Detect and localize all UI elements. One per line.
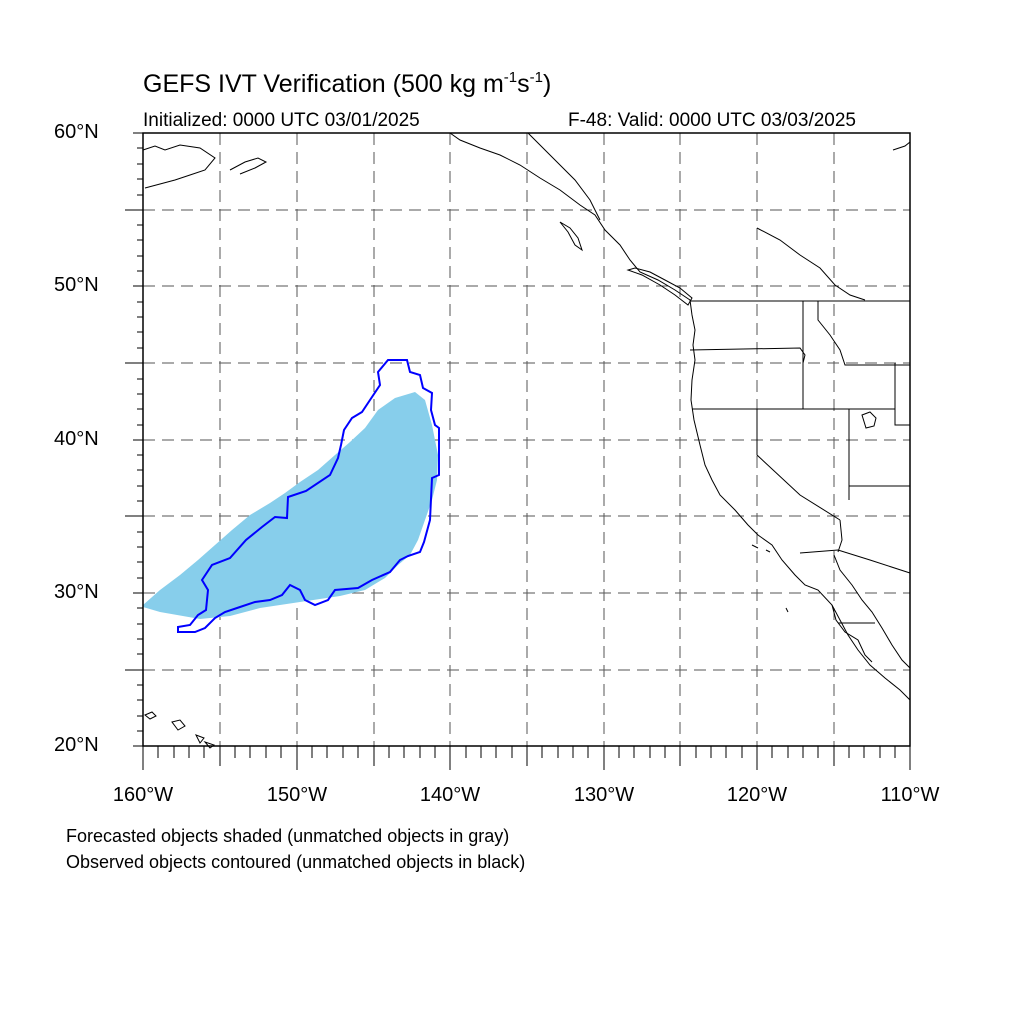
- lon-label-150w: 150°W: [266, 784, 328, 806]
- observed-objects-note: Observed objects contoured (unmatched ob…: [66, 852, 526, 872]
- channel-islands: [751, 544, 789, 613]
- lat-label-60n: 60°N: [54, 121, 99, 143]
- initialized-time: Initialized: 0000 UTC 03/01/2025: [143, 110, 420, 131]
- lat-label-40n: 40°N: [54, 428, 99, 450]
- california-nevada-border: [756, 409, 841, 521]
- arctic-coast-right: [892, 141, 911, 151]
- valid-time: F-48: Valid: 0000 UTC 03/03/2025: [568, 110, 856, 131]
- lat-label-50n: 50°N: [54, 274, 99, 296]
- hawaii-islands: [144, 711, 216, 749]
- wyoming-east-box: [894, 363, 910, 426]
- observed-object-contour: [177, 359, 440, 633]
- map-title: GEFS IVT Verification (500 kg m-1s-1): [143, 69, 552, 98]
- vancouver-island: [626, 267, 693, 306]
- map-grid: [143, 133, 910, 746]
- lon-label-120w: 120°W: [726, 784, 788, 806]
- alaska-peninsula: [229, 157, 268, 175]
- coastlines: [142, 132, 911, 749]
- lon-label-140w: 140°W: [419, 784, 481, 806]
- us-mexico-border: [799, 549, 911, 574]
- lat-label-20n: 20°N: [54, 734, 99, 756]
- lat-label-30n: 30°N: [54, 581, 99, 603]
- gulf-of-california-coast: [833, 554, 911, 669]
- lon-label-130w: 130°W: [573, 784, 635, 806]
- alaska-coast: [142, 144, 216, 189]
- canada-interior-line: [756, 227, 866, 301]
- baja-coast: [831, 604, 873, 663]
- lon-label-110w: 110°W: [880, 784, 940, 806]
- map-frame: [142, 132, 911, 747]
- alaska-canada-border: [527, 132, 601, 221]
- idaho-montana-border: [817, 301, 910, 366]
- lon-label-160w: 160°W: [112, 784, 174, 806]
- forecast-objects-note: Forecasted objects shaded (unmatched obj…: [66, 826, 510, 846]
- axis-ticks: [125, 132, 911, 770]
- washington-oregon-border: [689, 347, 806, 409]
- political-boundaries: [527, 132, 911, 624]
- haida-gwaii: [559, 221, 583, 252]
- great-salt-lake: [861, 411, 877, 429]
- arizona-west-border: [837, 519, 843, 553]
